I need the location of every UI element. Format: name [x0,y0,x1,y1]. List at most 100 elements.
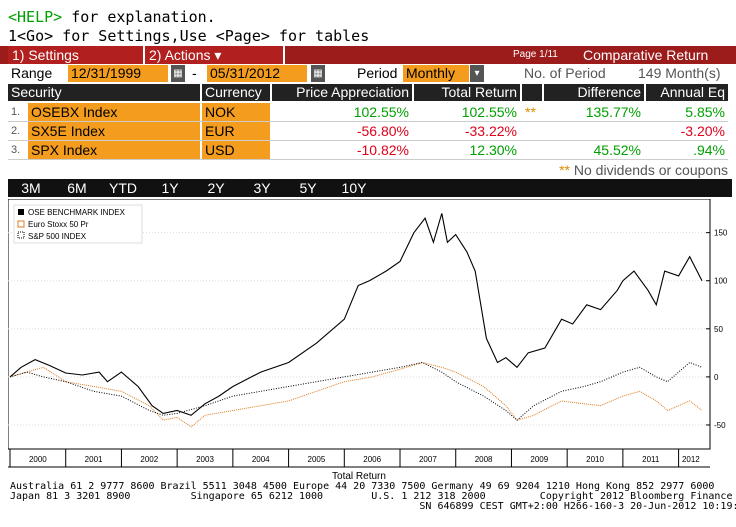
col-annual-eq[interactable]: Annual Eq [646,84,728,101]
security-name[interactable]: SX5E Index [28,122,200,140]
period-select[interactable]: Monthly [403,65,469,82]
security-name[interactable]: OSEBX Index [28,103,200,121]
difference-value: 45.52% [593,142,641,158]
calendar-icon[interactable]: ▦ [171,65,185,82]
legend-swatch [18,209,24,215]
tab-1y[interactable]: 1Y [161,180,179,196]
y-tick-label: 0 [714,373,719,382]
col-currency[interactable]: Currency [202,84,270,101]
footer-line: SN 646899 CEST GMT+2:00 H266-160-3 20-Ju… [10,501,736,512]
x-tick-label: 2002 [140,455,158,464]
range-dash: - [192,65,197,81]
tab-10y[interactable]: 10Y [341,180,367,196]
difference-value [544,122,644,140]
tab-5y[interactable]: 5Y [299,180,317,196]
page-indicator: Page 1/11 [513,49,558,60]
series-group [9,213,703,428]
x-tick-label: 2010 [586,455,604,464]
price-appreciation-value: 102.55% [353,104,409,120]
help-line: <HELP> for explanation. [8,8,216,26]
row-index: 2. [11,125,21,137]
currency-value: USD [202,141,270,159]
footnote: ** No dividends or coupons [540,161,728,179]
tab-6m[interactable]: 6M [67,180,87,196]
range-label: Range [11,65,53,81]
series-line-3 [9,361,703,421]
y-tick-label: 100 [714,277,728,286]
row-divider [8,140,728,141]
price-appreciation-value: -56.80% [356,123,409,139]
footer-line: Australia 61 2 9777 8600 Brazil 5511 304… [10,481,715,492]
actions-label: 2) Actions [149,47,211,63]
col-total-return[interactable]: Total Return [414,84,520,101]
x-tick-label: 2004 [252,455,270,464]
calendar-icon[interactable]: ▦ [311,65,325,82]
total-return-value: 102.55% [461,104,517,120]
legend-item: Euro Stoxx 50 Pr [28,220,89,229]
legend-item: OSE BENCHMARK INDEX [28,208,126,217]
chevron-down-icon: ▾ [214,47,222,63]
actions-button[interactable]: 2) Actions ▾ [145,46,285,64]
difference-value: 135.77% [585,104,641,120]
footnote-text: No dividends or coupons [570,162,728,178]
x-axis-label: Total Return [332,471,386,482]
col-price-appreciation[interactable]: Price Appreciation [272,84,412,101]
x-axis: 2000 2001 2002 2003 2004 2005 2006 2007 2008 2009… [8,449,710,468]
series-line-1 [9,213,703,416]
x-tick-label: 2008 [475,455,493,464]
x-tick-label: 2000 [29,455,47,464]
legend-box [13,204,143,244]
footer: Australia 61 2 9777 8600 Brazil 5511 304… [10,482,736,512]
end-date-input[interactable]: 05/31/2012 [207,65,307,82]
x-tick-label: 2005 [308,455,326,464]
annual-eq-value: -3.20% [680,123,725,139]
start-date-input[interactable]: 12/31/1999 [68,65,168,82]
price-appreciation-value: -10.82% [356,142,409,158]
go-line: 1<Go> for Settings,Use <Page> for tables [8,27,370,45]
period-tabs: 3M 6M YTD 1Y 2Y 3Y 5Y 10Y [8,179,732,197]
settings-button[interactable]: 1) Settings [8,46,145,64]
x-tick-label: 2003 [196,455,214,464]
function-bar: 1) Settings 2) Actions ▾ Page 1/11 Compa… [0,46,736,64]
help-text: for explanation. [62,8,216,26]
legend-swatch [17,220,25,228]
x-tick-label: 2007 [419,455,437,464]
annual-eq-value: 5.85% [685,104,725,120]
row-index: 1. [11,106,21,118]
periods-value: 149 Month(s) [638,65,721,81]
page-title: Comparative Return [583,47,709,63]
row-divider [8,159,728,160]
footer-line: Japan 81 3 3201 8900 Singapore 65 6212 1… [10,491,736,502]
settings-label: 1) Settings [12,47,79,63]
x-tick-label: 2009 [530,455,548,464]
x-tick-label: 2012 [682,455,700,464]
row-divider [8,121,728,122]
security-name[interactable]: SPX Index [28,141,200,159]
legend-swatch [17,231,25,239]
row-index: 3. [11,144,21,156]
x-tick-label: 2011 [642,455,660,464]
currency-value: EUR [202,122,270,140]
period-label: Period [357,65,398,81]
col-security[interactable]: Security [8,84,200,101]
help-key[interactable]: <HELP> [8,8,63,26]
no-dividend-flag: ** [525,104,536,120]
y-axis: 150 100 50 0 -50 [706,229,728,430]
total-return-value: -33.22% [464,123,517,139]
legend-item: S&P 500 INDEX [28,232,87,241]
y-tick-label: 50 [714,325,723,334]
tab-2y[interactable]: 2Y [207,180,225,196]
tab-ytd[interactable]: YTD [109,180,137,196]
tab-3y[interactable]: 3Y [253,180,271,196]
annual-eq-value: .94% [693,142,725,158]
series-line-2 [9,361,703,428]
tab-3m[interactable]: 3M [21,180,41,196]
y-tick-label: -50 [714,421,726,430]
range-bar: Range 12/31/1999 ▦ - 05/31/2012 ▦ Period… [0,64,736,83]
chevron-down-icon[interactable]: ▾ [470,65,484,82]
total-return-value: 12.30% [469,142,517,158]
periods-label: No. of Period [524,65,606,81]
col-difference[interactable]: Difference [544,84,644,101]
currency-value: NOK [202,103,270,121]
